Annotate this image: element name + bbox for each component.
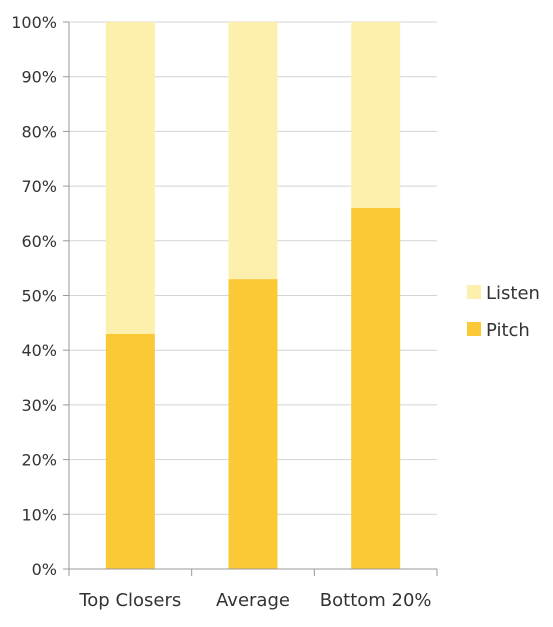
bar-segment-listen [351, 22, 401, 208]
x-category-label: Average [216, 590, 290, 611]
y-tick-label: 40% [21, 341, 57, 360]
bar-segment-pitch [105, 333, 155, 569]
bar-segment-pitch [228, 279, 278, 569]
legend-swatch-listen [467, 285, 481, 299]
y-tick-label: 100% [11, 13, 57, 32]
x-category-label: Bottom 20% [320, 590, 432, 611]
legend: Listen Pitch [467, 283, 540, 341]
axes [63, 21, 438, 576]
y-tick-label: 0% [32, 560, 57, 579]
legend-label-listen: Listen [486, 283, 540, 304]
y-tick-label: 90% [21, 68, 57, 87]
legend-label-pitch: Pitch [486, 320, 530, 341]
bar-segment-pitch [351, 207, 401, 570]
legend-swatch-pitch [467, 322, 481, 336]
x-category-labels: Top Closers Average Bottom 20% [78, 590, 431, 611]
y-tick-labels: 0% 10% 20% 30% 40% 50% 60% 70% 80% 90% 100% [11, 13, 57, 579]
y-tick-label: 10% [21, 505, 57, 524]
x-category-label: Top Closers [78, 590, 181, 611]
y-tick-label: 70% [21, 177, 57, 196]
y-tick-label: 50% [21, 287, 57, 306]
bar-segment-listen [105, 22, 155, 334]
y-tick-label: 80% [21, 122, 57, 141]
y-tick-label: 30% [21, 396, 57, 415]
bar-segment-listen [228, 22, 278, 280]
y-tick-label: 60% [21, 232, 57, 251]
bars [105, 22, 401, 570]
y-tick-label: 20% [21, 451, 57, 470]
